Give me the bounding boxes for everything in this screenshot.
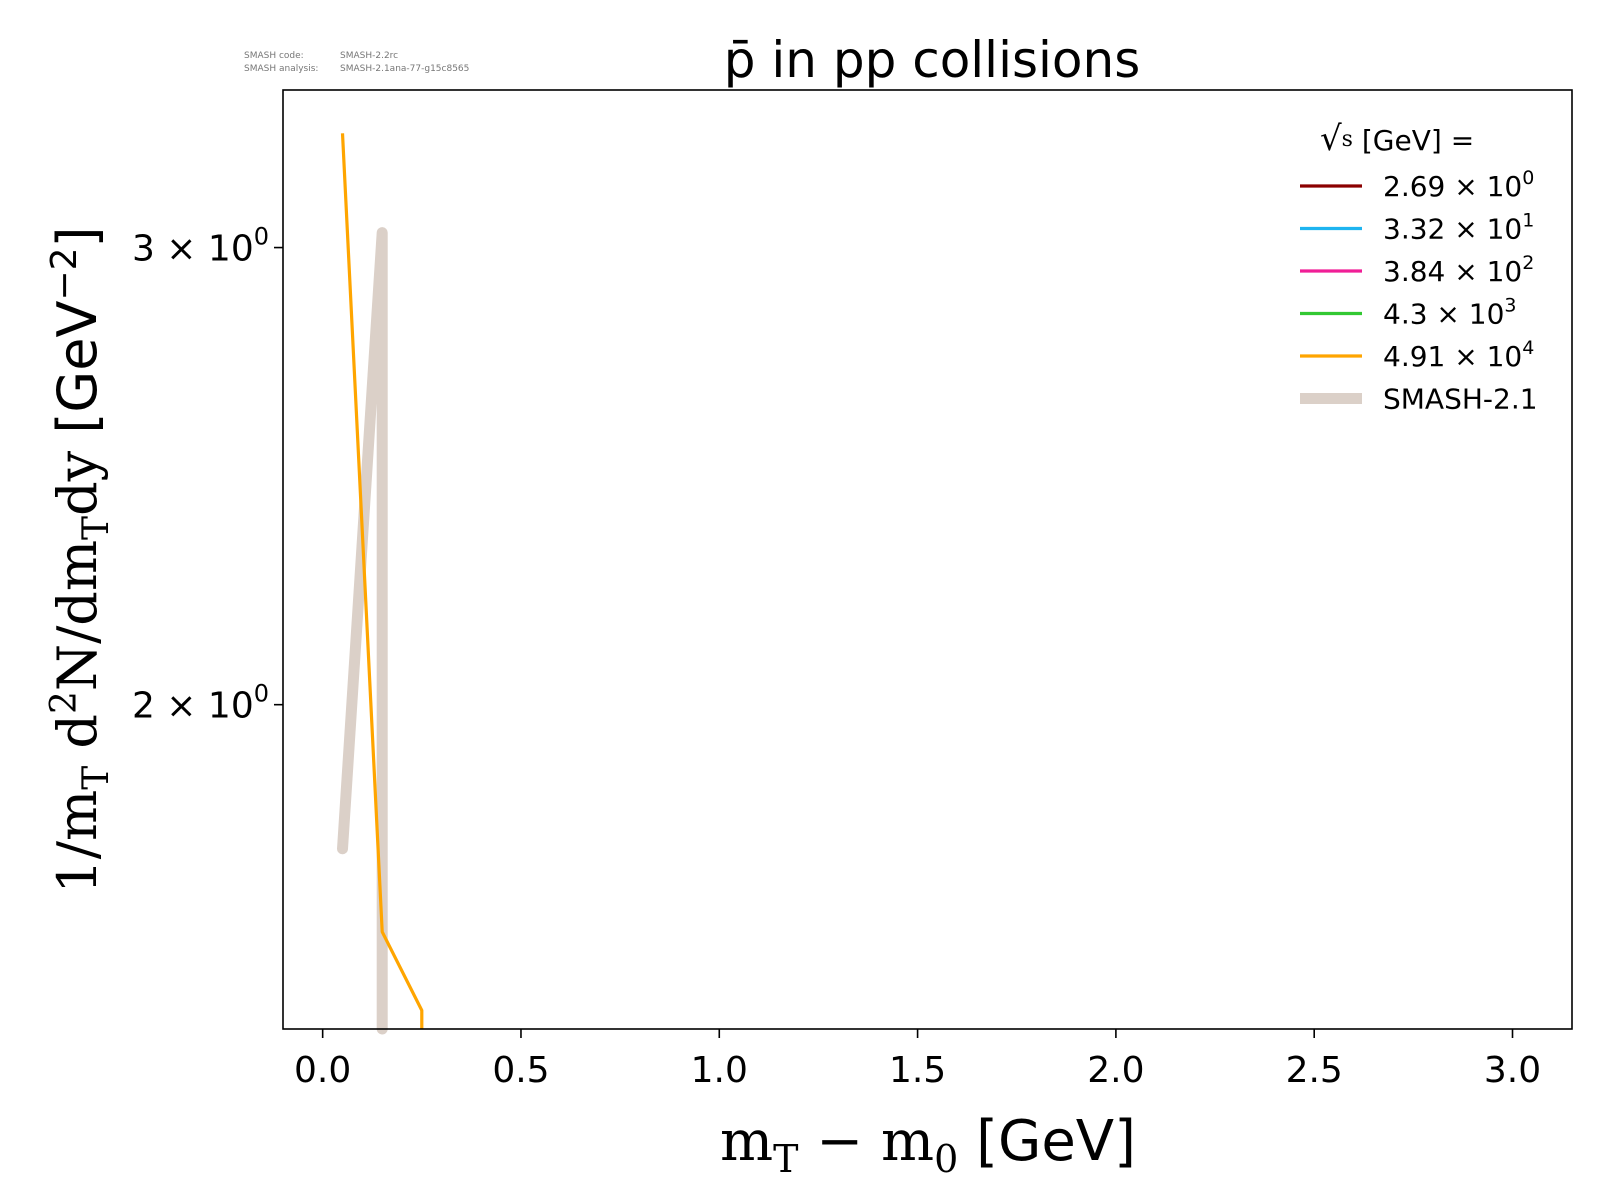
smash-analysis-label: SMASH analysis:	[244, 64, 318, 74]
legend-items: 2.69 × 100 3.32 × 101 3.84 × 102 4.3 × 103 4…	[1300, 167, 1538, 416]
x-tick-label: 1.0	[691, 1050, 748, 1091]
x-tick-label: 0.0	[294, 1050, 351, 1091]
y-ticks: 3 × 100 2 × 100	[132, 223, 283, 727]
legend-label: 3.84 × 102	[1383, 252, 1534, 288]
series-layer	[337, 133, 424, 1035]
x-ticks: 0.0 0.5 1.0 1.5 2.0 2.5 3.0	[294, 1029, 1541, 1091]
legend-label: 3.32 × 101	[1383, 210, 1534, 246]
y-axis-label: 1/mT d2N/dmTdy [GeV−2]	[44, 226, 117, 893]
y-tick-label: 2 × 100	[132, 680, 269, 727]
x-tick-label: 1.5	[889, 1050, 946, 1091]
x-tick-label: 2.5	[1286, 1050, 1343, 1091]
chart-title: p̄ in pp collisions	[724, 31, 1141, 89]
smash-analysis-value: SMASH-2.1ana-77-g15c8565	[340, 64, 469, 74]
legend-title: √s [GeV] =	[1320, 119, 1474, 159]
legend-label: SMASH-2.1	[1383, 383, 1538, 416]
legend-label: 4.3 × 103	[1383, 295, 1517, 331]
legend-label: 2.69 × 100	[1383, 167, 1534, 203]
series-line	[340, 133, 424, 1029]
plot-frame	[282, 89, 1573, 1030]
smash-code-label: SMASH code:	[244, 51, 304, 61]
smash-code-value: SMASH-2.2rc	[340, 51, 398, 61]
x-tick-label: 3.0	[1484, 1050, 1541, 1091]
y-tick-label: 3 × 100	[132, 223, 269, 270]
series-line-reference	[337, 227, 388, 1035]
legend-label: 4.91 × 104	[1383, 337, 1534, 373]
x-tick-label: 2.0	[1087, 1050, 1144, 1091]
x-tick-label: 0.5	[492, 1050, 549, 1091]
x-axis-label: mT − m0 [GeV]	[720, 1109, 1136, 1181]
legend: √s [GeV] = 2.69 × 100 3.32 × 101 3.84 × 10…	[1300, 119, 1538, 416]
